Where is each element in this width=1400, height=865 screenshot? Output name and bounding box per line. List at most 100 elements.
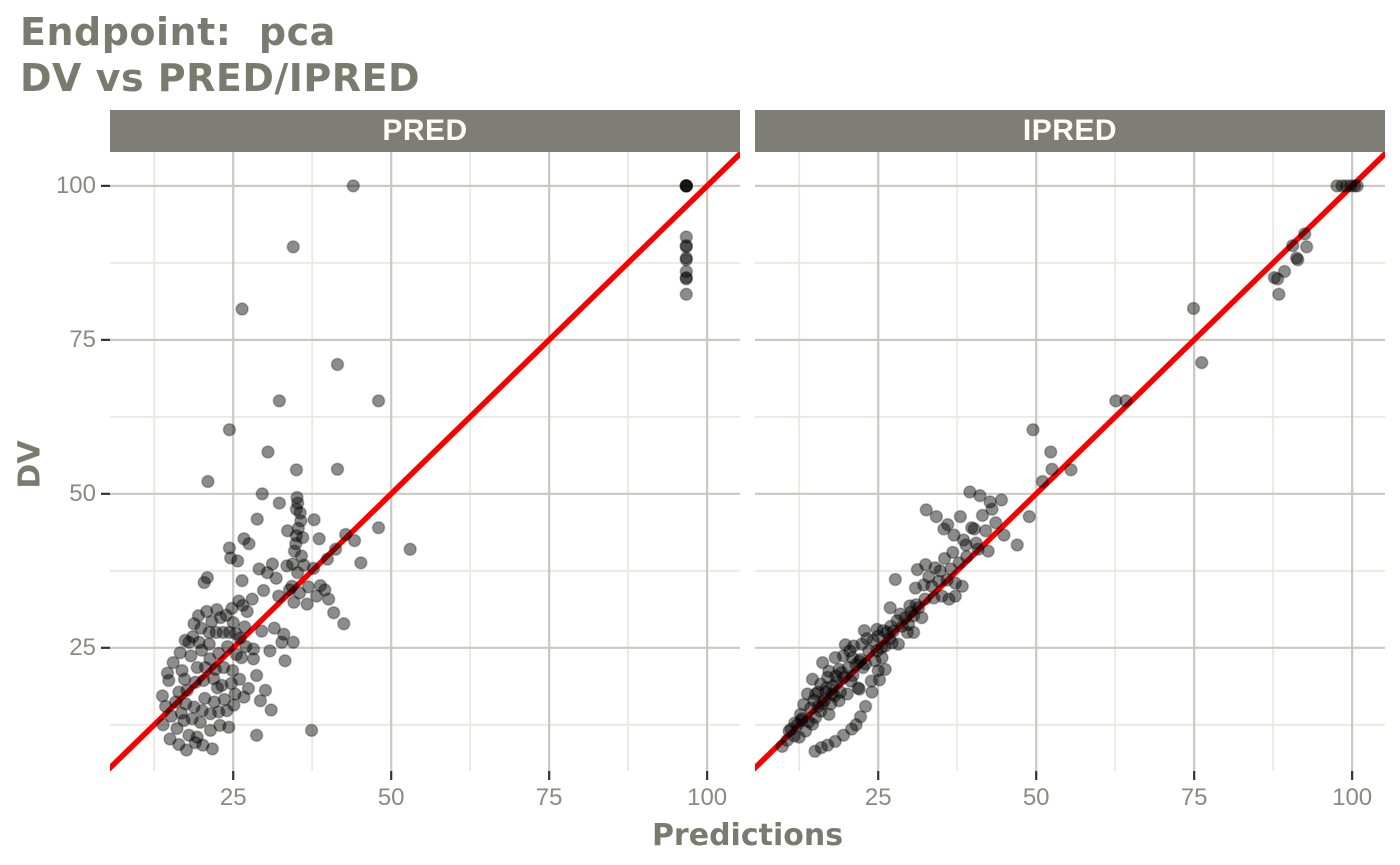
data-point [807, 693, 821, 707]
data-point [822, 664, 836, 678]
data-point [853, 652, 868, 667]
data-point [162, 673, 176, 688]
data-point [891, 637, 906, 651]
data-point [825, 679, 840, 693]
data-point [175, 663, 189, 678]
data-point [1186, 301, 1201, 316]
data-point [294, 514, 308, 528]
data-point [200, 570, 215, 585]
data-point [213, 610, 228, 625]
y-tick-label: 50 [69, 479, 96, 507]
data-point [1119, 394, 1133, 408]
data-point [338, 527, 353, 542]
data-point [217, 692, 232, 707]
data-point [182, 728, 196, 743]
data-point [981, 544, 995, 558]
data-point [346, 179, 361, 193]
data-point [904, 605, 918, 619]
data-point [190, 660, 204, 675]
data-point [878, 662, 892, 677]
data-point [798, 724, 813, 738]
data-point [198, 660, 213, 675]
data-point [1347, 179, 1362, 193]
data-point [211, 646, 226, 661]
data-point [808, 744, 822, 759]
data-point [179, 743, 194, 757]
data-point [788, 716, 802, 730]
data-point [1344, 179, 1358, 193]
data-point [293, 506, 307, 520]
data-point [916, 578, 931, 592]
data-point [201, 474, 215, 489]
data-point [975, 508, 990, 523]
data-point [272, 496, 287, 510]
data-point [208, 662, 223, 677]
data-point [225, 601, 239, 616]
data-point [910, 562, 925, 577]
x-tick-label: 100 [1332, 784, 1373, 811]
data-point [820, 738, 835, 752]
data-point [793, 707, 808, 722]
data-point [925, 579, 939, 593]
data-point [269, 571, 283, 585]
data-point [1291, 253, 1305, 267]
data-point [922, 570, 936, 584]
data-point [220, 639, 235, 654]
data-point [811, 685, 825, 699]
data-point [893, 607, 908, 621]
data-point [237, 620, 252, 634]
panel-pred [110, 152, 740, 771]
data-point [286, 240, 300, 254]
data-point [886, 624, 901, 638]
data-point [832, 694, 846, 708]
data-point [1035, 474, 1050, 489]
data-point [880, 625, 894, 640]
data-point [222, 625, 237, 640]
data-point [1350, 179, 1364, 193]
data-point [246, 652, 261, 666]
data-point [679, 264, 694, 279]
data-point [795, 711, 810, 726]
data-point [983, 495, 997, 509]
data-point [289, 528, 304, 543]
data-point [195, 703, 210, 718]
facet-strip-ipred-label: IPRED [1022, 114, 1118, 147]
data-point [286, 635, 300, 650]
data-point [194, 621, 208, 635]
data-point [222, 720, 236, 735]
data-point [815, 655, 830, 670]
data-point [290, 496, 305, 510]
data-point [890, 613, 904, 628]
data-point [278, 654, 292, 668]
data-point [882, 631, 897, 646]
data-point [819, 685, 833, 699]
data-point [186, 629, 200, 644]
data-point [794, 713, 808, 728]
data-point [959, 538, 973, 552]
data-point [978, 524, 993, 538]
data-point [918, 592, 932, 606]
facet-strip-pred-label: PRED [382, 114, 468, 147]
data-point [326, 605, 341, 620]
data-point [371, 520, 386, 535]
data-point [861, 644, 876, 658]
plot-subtitle: DV vs PRED/IPRED [20, 56, 421, 100]
data-point [291, 521, 306, 536]
data-point [223, 551, 238, 565]
data-point [280, 524, 295, 538]
data-point [246, 642, 261, 656]
data-point [851, 681, 865, 695]
data-point [846, 668, 860, 683]
data-point [235, 573, 249, 588]
data-point [277, 627, 291, 642]
data-point [838, 637, 853, 652]
data-point [824, 697, 838, 711]
data-point [215, 678, 229, 693]
data-point [819, 681, 834, 695]
data-point [836, 728, 851, 743]
data-point [901, 617, 916, 632]
data-point [829, 669, 843, 683]
data-point [285, 579, 299, 593]
data-point [177, 672, 192, 686]
data-point [832, 662, 846, 677]
